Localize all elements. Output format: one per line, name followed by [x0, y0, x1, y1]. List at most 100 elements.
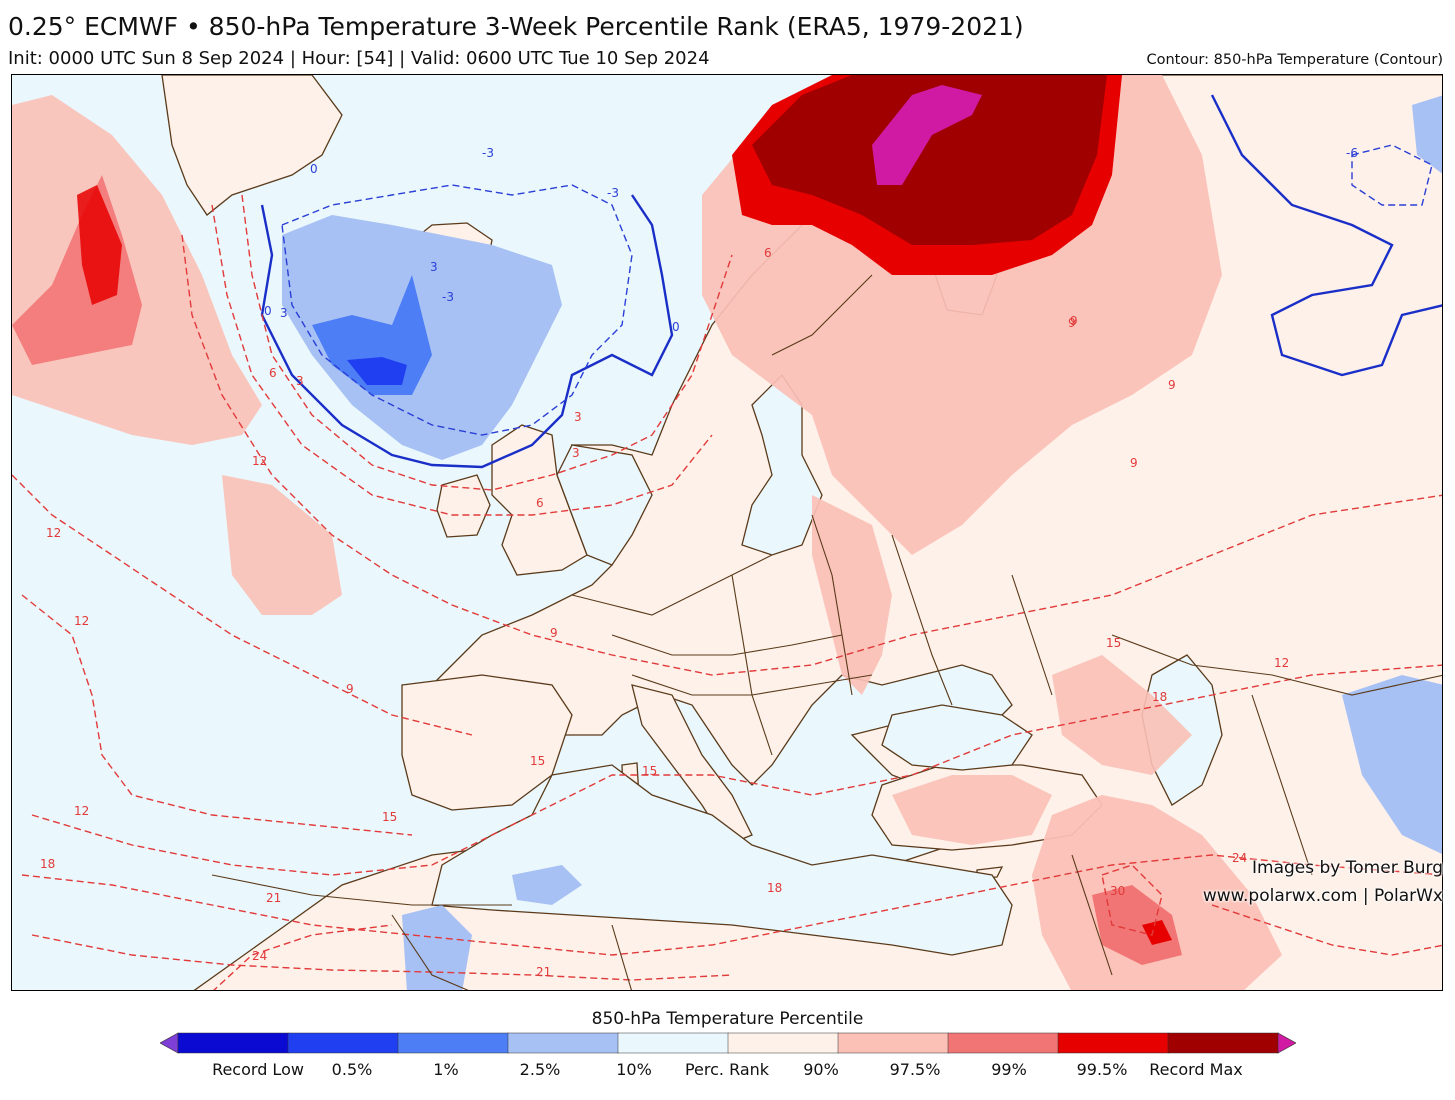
greenland [161, 75, 343, 216]
middle-east-warm-anomaly [1032, 795, 1282, 990]
colorbar-label: Record Max [1149, 1060, 1243, 1079]
contour-label: 12 [252, 454, 267, 468]
russia-warm-peak [752, 75, 1107, 245]
minus3-contour [281, 184, 633, 436]
colorbar-segment [397, 1032, 509, 1054]
colorbar-label: Perc. Rank [684, 1060, 770, 1079]
contour-label: 3 [574, 410, 582, 424]
contour-label: 0 [310, 162, 318, 176]
colorbar-label: 1% [433, 1060, 459, 1079]
contour-12b [21, 594, 413, 836]
colorbar-segment [1167, 1032, 1279, 1054]
contour-label: 6 [536, 496, 544, 510]
contour-label: 9 [550, 626, 558, 640]
contour-label: 9 [346, 682, 354, 696]
contour-label: 21 [536, 965, 551, 979]
map-subtitle: Init: 0000 UTC Sun 8 Sep 2024 | Hour: [5… [8, 48, 710, 69]
contour-label: 21 [266, 891, 281, 905]
contour-label: 6 [269, 366, 277, 380]
atlantic-warm-anomaly [12, 95, 262, 445]
north-sea [556, 444, 653, 566]
contour-15 [31, 664, 1442, 876]
contour-label: 9 [1130, 456, 1138, 470]
map-panel: .land { fill: #fdf1e9; stroke: #5a3a1a; … [11, 74, 1443, 991]
libya-cold-patch [512, 865, 582, 905]
credit-author: Images by Tomer Burg [1252, 858, 1443, 878]
east-europe-warm-tongue [812, 495, 892, 695]
contour-21 [31, 934, 733, 981]
mediterranean-sea [431, 764, 1013, 956]
contour-label: 30 [1110, 884, 1125, 898]
colorbar-label: 99% [991, 1060, 1027, 1079]
contour-label: 15 [530, 754, 545, 768]
iberia [401, 674, 573, 811]
iceland-cold-peak [347, 357, 407, 385]
caucasus-warm [1052, 655, 1192, 775]
credit-website[interactable]: www.polarwx.com | PolarWx [1202, 886, 1443, 906]
colorbar-label: 99.5% [1076, 1060, 1128, 1079]
contour-label: -3 [607, 186, 619, 200]
contour-label: 12 [1274, 656, 1289, 670]
map-canvas: .land { fill: #fdf1e9; stroke: #5a3a1a; … [12, 75, 1442, 990]
contour-label: 0 [264, 304, 272, 318]
colorbar-label: 2.5% [519, 1060, 561, 1079]
contour-label: 3 [280, 306, 288, 320]
contour-labels: 0 0 0 -3 -3 -3 -6 3 3 3 3 3 6 6 6 9 9 9 … [40, 146, 1358, 979]
middle-east-warm-peak [1142, 920, 1172, 945]
siberia-cold-patch [1412, 95, 1442, 174]
colorbar-label: 90% [803, 1060, 839, 1079]
colorbar-label: 97.5% [889, 1060, 941, 1079]
contour-30 [1101, 864, 1163, 936]
contour-label: 18 [1152, 690, 1167, 704]
colorbar-segment [727, 1032, 839, 1054]
contour-label: 12 [74, 614, 89, 628]
contour-label: 12 [74, 804, 89, 818]
contour-label: 3 [572, 446, 580, 460]
atlantic-warm-peak [77, 185, 122, 305]
turkey-warm [892, 775, 1052, 845]
country-borders [211, 274, 1442, 990]
contour-label: -3 [482, 146, 494, 160]
contour-label: 15 [382, 810, 397, 824]
colorbar-right-arrow [1277, 1032, 1296, 1054]
colorbar-segment [837, 1032, 949, 1054]
ireland [436, 474, 491, 538]
contour-label: -3 [442, 290, 454, 304]
colorbar [160, 1032, 1296, 1054]
contour-note: Contour: 850-hPa Temperature (Contour) [1146, 52, 1444, 68]
contour-label: 15 [1106, 636, 1121, 650]
map-title: 0.25° ECMWF • 850-hPa Temperature 3-Week… [8, 12, 1024, 41]
mid-atlantic-warm [222, 475, 342, 615]
colorbar-left-arrow [160, 1032, 179, 1054]
contour-label: 9 [1068, 316, 1076, 330]
colorbar-label: Record Low [212, 1060, 304, 1079]
contour-12 [12, 474, 473, 736]
colorbar-segment [287, 1032, 399, 1054]
contour-label: 18 [40, 857, 55, 871]
contour-label: 3 [296, 374, 304, 388]
colorbar-label: 10% [616, 1060, 652, 1079]
contour-24b [1211, 904, 1442, 956]
colorbar-segment [617, 1032, 729, 1054]
middle-east-warm-core [1092, 885, 1182, 965]
colorbar-segment [507, 1032, 619, 1054]
great-britain [491, 424, 588, 576]
percentile-shading [12, 75, 1442, 990]
contour-label: 12 [46, 526, 61, 540]
contour-label: -6 [1346, 146, 1358, 160]
central-asia-cold [1342, 675, 1442, 855]
contour-24 [213, 924, 393, 990]
contour-label: 18 [767, 881, 782, 895]
contour-label: 9 [1070, 314, 1078, 328]
contour-6 [211, 204, 713, 516]
minus6-contour [1351, 144, 1433, 206]
zero-contour-west [260, 194, 674, 469]
russia-record-max [872, 85, 982, 185]
temperature-contours [12, 94, 1442, 990]
colorbar-labels: Record Low 0.5% 1% 2.5% 10% Perc. Rank 9… [0, 1060, 1455, 1090]
contour-label: 3 [430, 260, 438, 274]
contour-label: 15 [642, 764, 657, 778]
contour-18 [21, 854, 1442, 956]
zero-contour-east [1210, 94, 1442, 377]
contour-label: 24 [1232, 851, 1247, 865]
